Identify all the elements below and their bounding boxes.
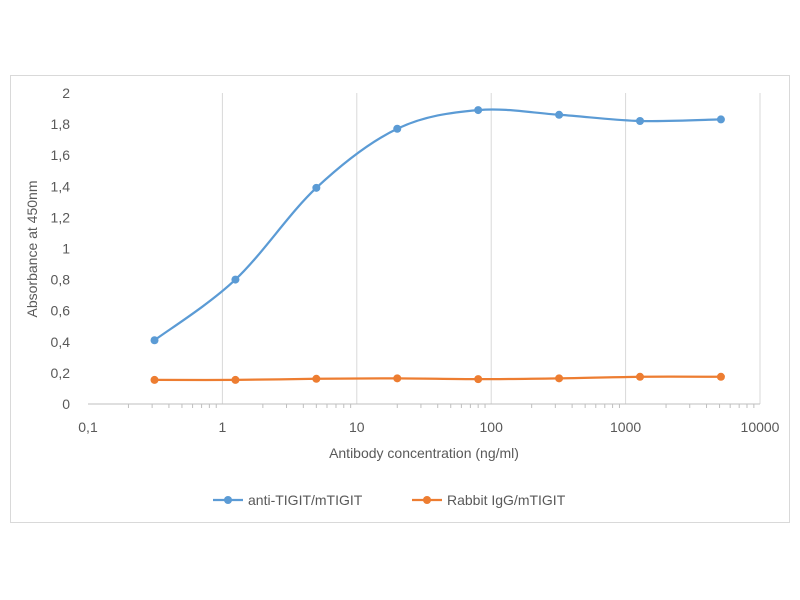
x-tick-label: 10000	[741, 419, 780, 435]
data-point-series-1	[150, 336, 159, 345]
chart-frame	[10, 75, 790, 523]
y-tick-label: 1,2	[51, 209, 71, 225]
data-point-series-2	[636, 372, 645, 381]
legend-marker-1	[224, 496, 232, 504]
data-point-series-2	[555, 374, 564, 383]
x-tick-label: 100	[480, 419, 504, 435]
x-tick-label: 10	[349, 419, 365, 435]
y-tick-label: 2	[62, 85, 70, 101]
y-tick-label: 0,4	[51, 334, 71, 350]
data-point-series-2	[150, 375, 159, 384]
y-tick-label: 1,8	[51, 116, 71, 132]
legend-label-1: anti-TIGIT/mTIGIT	[248, 492, 363, 508]
data-point-series-1	[474, 106, 483, 115]
data-point-series-2	[716, 372, 725, 381]
y-axis-title: Absorbance at 450nm	[24, 181, 40, 318]
data-point-series-2	[312, 374, 321, 383]
x-tick-label: 1	[219, 419, 227, 435]
y-tick-label: 1	[62, 241, 70, 257]
data-point-series-2	[231, 375, 240, 384]
y-tick-label: 1,6	[51, 147, 71, 163]
y-tick-label: 1,4	[51, 178, 71, 194]
series-line-1	[153, 108, 721, 342]
legend: anti-TIGIT/mTIGIT Rabbit IgG/mTIGIT	[213, 492, 566, 508]
data-point-series-1	[555, 110, 564, 119]
y-tick-label: 0,6	[51, 303, 71, 319]
y-tick-label: 0	[62, 396, 70, 412]
y-tick-label: 0,2	[51, 365, 71, 381]
series-line-2	[154, 375, 721, 382]
axes: 0,1 1 10 100 1000 10000 0 0,2 0,4 0,6 0,8 1 1,2 1,4 1,…	[51, 85, 780, 435]
data-point-series-1	[716, 115, 725, 124]
data-point-series-1	[231, 275, 240, 284]
grid	[221, 93, 761, 404]
data-point-series-2	[474, 375, 483, 384]
x-tick-label: 0,1	[78, 419, 98, 435]
legend-marker-2	[423, 496, 431, 504]
x-tick-label: 1000	[610, 419, 641, 435]
data-point-series-1	[312, 183, 321, 192]
data-point-series-1	[393, 124, 402, 133]
series-layer	[150, 106, 725, 384]
x-axis-title: Antibody concentration (ng/ml)	[329, 445, 519, 461]
data-point-series-2	[393, 374, 402, 383]
data-point-series-1	[636, 116, 645, 125]
legend-label-2: Rabbit IgG/mTIGIT	[447, 492, 566, 508]
y-tick-label: 0,8	[51, 272, 71, 288]
